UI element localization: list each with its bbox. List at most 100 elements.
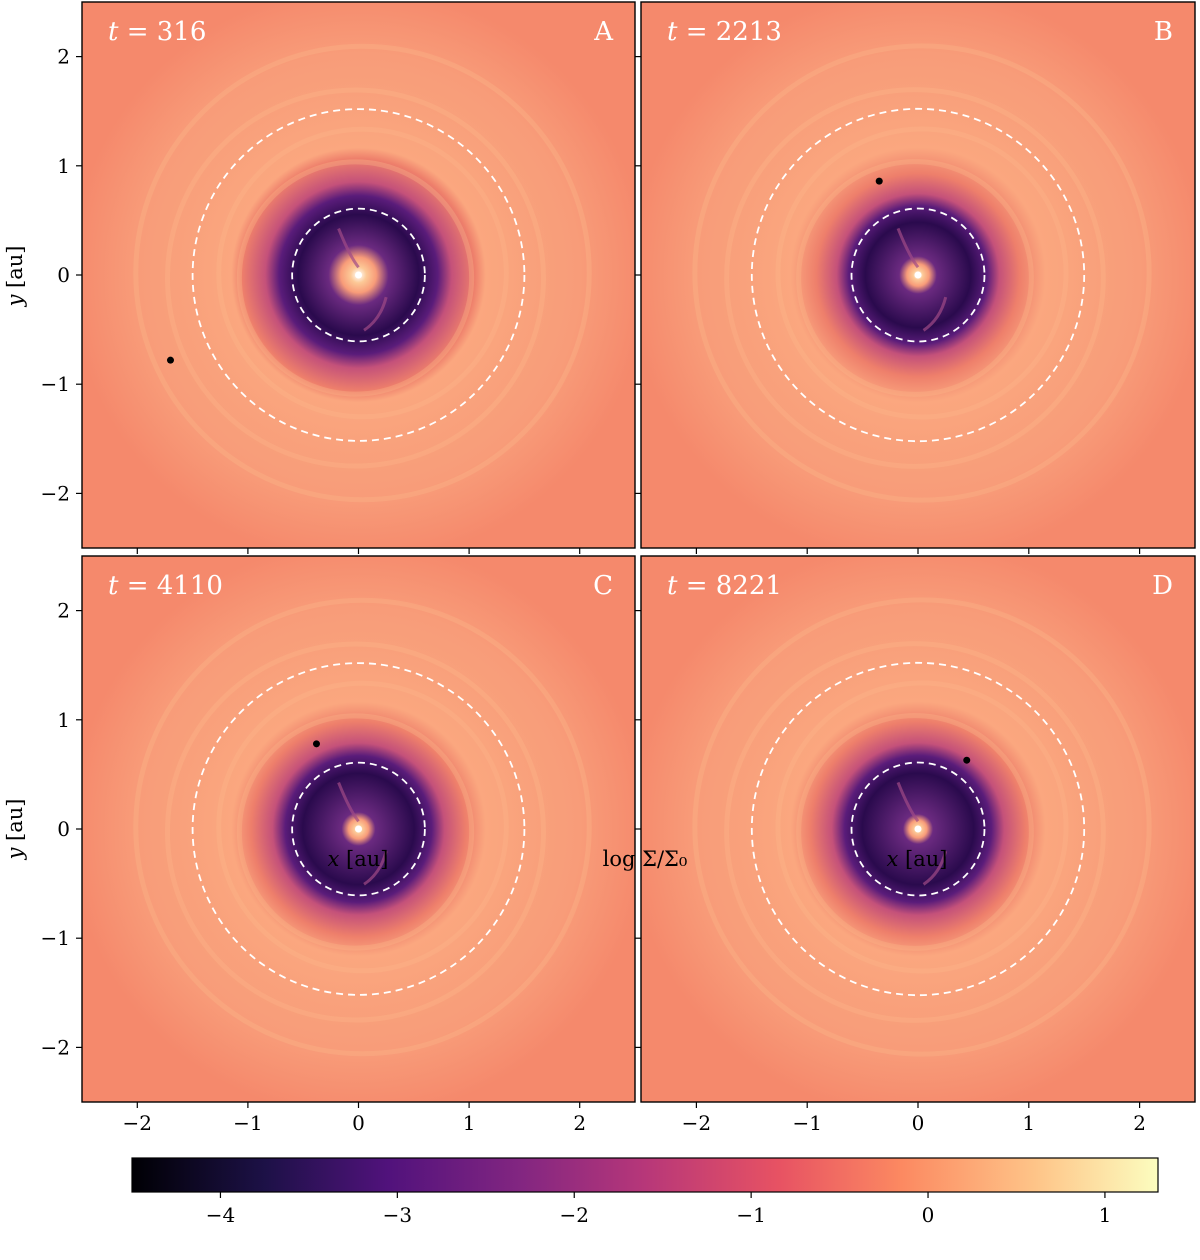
density-ring [724,87,1106,469]
colorbar-tick-label: −1 [736,1203,765,1227]
planet-marker [312,740,320,748]
x-tick-label: 2 [1133,1111,1146,1135]
x-tick-label: 1 [463,1111,476,1135]
central-star [914,271,922,279]
density-ring [216,680,509,974]
time-symbol: t [667,571,678,601]
colorbar-tick-label: 1 [1099,1203,1112,1227]
central-star [355,825,362,833]
x-axis-label-var: x [887,847,899,871]
panel-a: −2 −1 0 1 2 t = 316 A [41,1,636,554]
y-tick-label: 2 [57,45,70,69]
y-axis-label-top: y [au] [3,246,27,308]
density-ring [216,126,509,420]
density-ring [164,87,547,469]
planet-marker [963,756,971,764]
planet-marker [875,177,883,185]
guide-circle-inner [850,207,986,343]
accretion-streamer [337,781,388,886]
colorbar: log Σ/Σ₀ −4 −3 −2 −1 0 1 [131,847,1159,1227]
panel-letter: C [593,571,613,601]
y-tick-label: 0 [57,263,70,287]
density-ring [236,713,475,951]
x-axis-label-left: x [au] [328,847,389,871]
density-ring [133,43,592,503]
panel-letter: D [1152,571,1173,601]
density-ring [796,713,1034,951]
y-tick-label: 1 [57,708,70,732]
density-ring [724,641,1106,1023]
x-tick-label: −1 [792,1111,821,1135]
time-value: = 316 [118,17,206,47]
x-tick-label: 0 [912,1111,925,1135]
x-tick-label: −2 [123,1111,152,1135]
y-tick-label: −2 [41,481,70,505]
accretion-streamer [337,227,388,332]
y-tick-label: −2 [41,1035,70,1059]
guide-circle-inner [291,761,426,897]
panel-b: t = 2213 B [635,1,1196,554]
colorbar-tick-label: 0 [922,1203,935,1227]
central-star [914,825,922,833]
x-axis-label-unit: [au] [346,847,388,871]
colorbar-tick-label: −3 [383,1203,412,1227]
guide-circle-outer [191,662,526,996]
colorbar-tick-label: −4 [206,1203,235,1227]
colorbar-gradient [131,1157,1159,1193]
panel-c: −2 −1 0 1 2 −2 −1 0 1 2 t = 4110 C [41,555,636,1135]
planet-marker [166,356,174,364]
y-tick-label: 2 [57,599,70,623]
time-value: = 8221 [677,571,781,601]
y-tick-label: −1 [41,372,70,396]
density-ring [775,126,1069,420]
panel-time-label: t = 8221 [667,571,782,601]
guide-circle-outer [750,107,1086,443]
x-tick-label: 0 [352,1111,365,1135]
accretion-streamer [896,781,948,886]
y-tick-label: 1 [57,154,70,178]
time-symbol: t [108,17,119,47]
accretion-streamer [896,227,948,332]
colorbar-tick-label: −2 [559,1203,588,1227]
y-tick-label: −1 [41,926,70,950]
guide-circle-inner [291,207,426,343]
guide-circle-inner [850,761,986,897]
x-tick-label: −1 [233,1111,262,1135]
x-tick-label: −2 [682,1111,711,1135]
time-symbol: t [667,17,678,47]
axis-labels-layer: x [au] x [au] y [au] y [au] [3,246,947,872]
panel-letter: A [593,17,614,47]
density-ring [692,597,1152,1057]
y-axis-label-var: y [3,847,27,861]
y-axis-label-bottom: y [au] [3,799,27,861]
x-axis-label-var: x [328,847,340,871]
density-ring [164,641,547,1023]
panel-letter: B [1154,17,1173,47]
y-axis-label-var: y [3,294,27,308]
time-value: = 4110 [118,571,222,601]
time-symbol: t [108,571,119,601]
panel-time-label: t = 316 [108,17,206,47]
density-ring [692,43,1152,503]
panel-d: −2 −1 0 1 2 t = 8221 D [635,555,1196,1135]
colorbar-ticks: −4 −3 −2 −1 0 1 [206,1192,1112,1227]
y-axis-label-unit: [au] [3,246,27,288]
density-ring [796,159,1034,397]
guide-circle-outer [191,108,526,442]
panel-time-label: t = 2213 [667,17,782,47]
density-ring [775,680,1069,974]
density-ring [236,159,475,397]
x-tick-label: 2 [573,1111,586,1135]
x-tick-label: 1 [1022,1111,1035,1135]
y-tick-label: 0 [57,817,70,841]
density-ring [133,597,592,1057]
x-axis-label-unit: [au] [905,847,947,871]
colorbar-label: log Σ/Σ₀ [603,847,688,871]
y-axis-label-unit: [au] [3,799,27,841]
x-axis-label-right: x [au] [887,847,948,871]
central-star [355,271,362,279]
guide-circle-outer [750,661,1086,997]
panel-time-label: t = 4110 [108,571,223,601]
